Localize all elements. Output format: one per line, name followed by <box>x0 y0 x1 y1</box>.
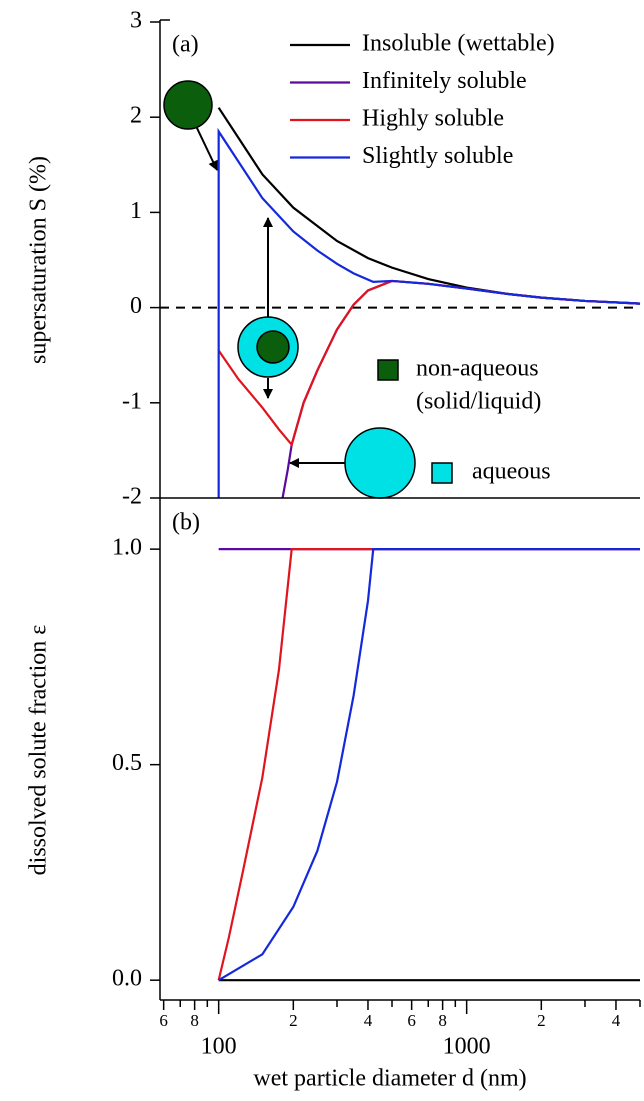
x-tick-label: 2 <box>289 1011 298 1030</box>
x-tick-label: 8 <box>438 1011 447 1030</box>
y-tick-label: 0.5 <box>112 750 142 776</box>
legend-label: Infinitely soluble <box>362 68 527 94</box>
panel-label: (b) <box>172 510 200 536</box>
x-tick-label: 6 <box>407 1011 416 1030</box>
y-tick-label: 2 <box>130 103 142 129</box>
arrow <box>195 125 218 171</box>
annotation-shapes <box>163 80 416 499</box>
legend-label: aqueous <box>472 459 551 485</box>
plot-lines <box>160 107 641 982</box>
y-axis-label: dissolved solute fraction ε <box>26 625 52 876</box>
x-tick-label: 2 <box>537 1011 546 1030</box>
particle-icon <box>344 427 416 499</box>
x-tick-label: 1000 <box>443 1034 491 1060</box>
legend-square <box>431 462 453 484</box>
x-tick-label: 4 <box>364 1011 373 1030</box>
y-tick-label: -2 <box>122 484 142 510</box>
x-axis-label: wet particle diameter d (nm) <box>253 1066 526 1092</box>
panel-label: (a) <box>172 32 199 58</box>
y-tick-label: 3 <box>130 8 142 34</box>
series-line <box>217 548 640 981</box>
x-tick-label: 6 <box>159 1011 168 1030</box>
legend-label: Highly soluble <box>362 106 504 132</box>
series-line <box>217 127 641 498</box>
legend-square <box>377 359 399 381</box>
legend-label: non-aqueous <box>416 356 539 382</box>
x-tick-label: 8 <box>190 1011 199 1030</box>
series-line <box>217 107 641 305</box>
y-axis-label: supersaturation S (%) <box>26 156 52 364</box>
y-tick-label: 0.0 <box>112 966 142 992</box>
legend-label: (solid/liquid) <box>416 389 541 415</box>
x-tick-label: 4 <box>612 1011 621 1030</box>
series-line <box>218 548 640 982</box>
particle-icon <box>163 80 213 130</box>
y-tick-label: 0 <box>130 293 142 319</box>
legend-label: Insoluble (wettable) <box>362 31 555 57</box>
x-tick-label: 100 <box>201 1034 237 1060</box>
y-tick-label: 1.0 <box>112 535 142 561</box>
y-tick-label: -1 <box>122 388 142 414</box>
y-tick-label: 1 <box>130 198 142 224</box>
particle-icon <box>256 330 290 364</box>
legend-label: Slightly soluble <box>362 143 513 169</box>
